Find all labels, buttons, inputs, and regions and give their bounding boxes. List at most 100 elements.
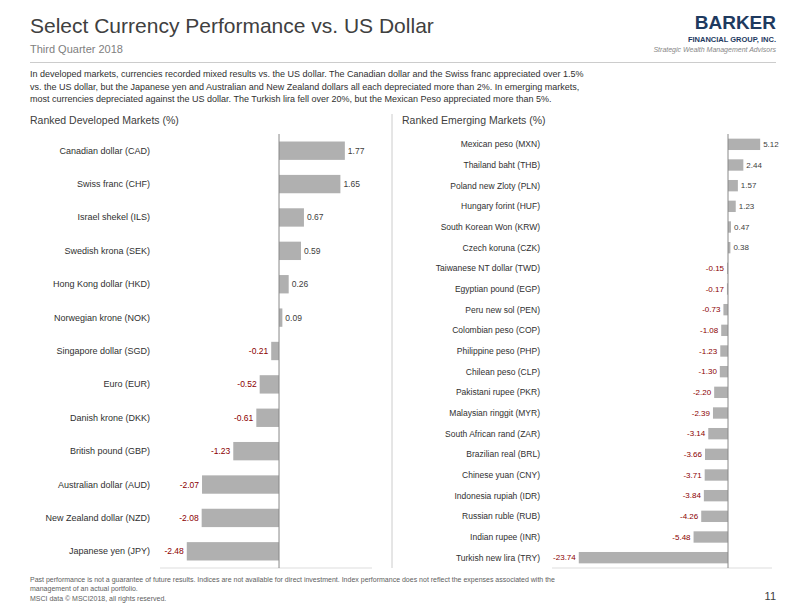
- title: Select Currency Performance vs. US Dolla…: [30, 14, 434, 38]
- category-label: Taiwanese NT dollar (TWD): [436, 263, 540, 273]
- bar: [714, 387, 728, 398]
- data-label: 0.38: [733, 243, 749, 252]
- bar: [260, 375, 279, 393]
- data-label: -1.23: [699, 347, 718, 356]
- data-label: 0.26: [292, 279, 309, 289]
- category-label: Swedish krona (SEK): [64, 246, 150, 256]
- charts: Ranked Developed Markets (%) Canadian dol…: [0, 112, 792, 572]
- category-label: Czech koruna (CZK): [463, 243, 541, 253]
- category-label: Hong Kong dollar (HKD): [53, 279, 150, 289]
- body-text: In developed markets, currencies recorde…: [30, 68, 770, 106]
- bar: [579, 552, 728, 563]
- bars: [187, 142, 345, 561]
- data-label: -3.66: [684, 450, 703, 459]
- logo-subtitle: FINANCIAL GROUP, INC.: [688, 35, 776, 44]
- data-label: 0.09: [285, 313, 302, 323]
- data-label: 1.77: [348, 146, 365, 156]
- page-number: 11: [765, 590, 776, 602]
- category-label: Norwegian krone (NOK): [54, 313, 150, 323]
- bar: [233, 442, 279, 460]
- data-label: -3.71: [683, 471, 702, 480]
- data-label: -0.61: [234, 413, 254, 423]
- divider: [392, 114, 393, 568]
- category-label: Peru new sol (PEN): [465, 305, 540, 315]
- category-label: Pakistani rupee (PKR): [456, 387, 540, 397]
- bar: [705, 449, 728, 460]
- category-label: South African rand (ZAR): [445, 429, 540, 439]
- data-label: -0.21: [249, 346, 269, 356]
- bar: [279, 308, 282, 326]
- chart-panel: Ranked Developed Markets (%) Canadian dol…: [30, 114, 372, 568]
- category-label: Indian rupee (INR): [470, 532, 540, 542]
- category-label: Euro (EUR): [103, 379, 150, 389]
- bar: [187, 542, 279, 560]
- category-label: Indonesia rupiah (IDR): [454, 491, 540, 501]
- category-label: Turkish new lira (TRY): [456, 553, 540, 563]
- data-label: 1.65: [343, 179, 360, 189]
- bar: [721, 325, 728, 336]
- category-label: Australian dollar (AUD): [58, 480, 150, 490]
- bar: [202, 509, 279, 527]
- data-label: -2.20: [693, 388, 712, 397]
- data-label: -0.52: [237, 379, 257, 389]
- bar: [723, 304, 728, 315]
- data-label: -2.07: [180, 480, 200, 490]
- bar: [705, 469, 728, 480]
- data-label: -1.08: [700, 326, 719, 335]
- category-label: Singapore dollar (SGD): [56, 346, 150, 356]
- data-label: 5.12: [763, 140, 779, 149]
- category-label: Danish krone (DKK): [70, 413, 150, 423]
- bar: [713, 407, 728, 418]
- category-label: South Korean Won (KRW): [441, 222, 541, 232]
- category-label: Israel shekel (ILS): [77, 212, 150, 222]
- category-label: Philippine peso (PHP): [457, 346, 540, 356]
- chart-title: Ranked Developed Markets (%): [30, 114, 179, 126]
- bar: [704, 490, 728, 501]
- data-label: -2.39: [692, 409, 711, 418]
- bar: [701, 511, 728, 522]
- chart-title: Ranked Emerging Markets (%): [402, 114, 546, 126]
- category-label: Chinese yuan (CNY): [462, 470, 540, 480]
- labels: Canadian dollar (CAD) 1.77 Swiss franc (CH…: [45, 146, 364, 557]
- category-label: Colombian peso (COP): [452, 325, 540, 335]
- data-label: -0.73: [702, 305, 721, 314]
- bar: [256, 409, 279, 427]
- logo-tagline: Strategic Wealth Management Advisors: [653, 46, 776, 53]
- category-label: Mexican peso (MXN): [461, 139, 541, 149]
- bar: [279, 208, 304, 226]
- bar: [728, 180, 738, 191]
- bar: [271, 342, 279, 360]
- footer-text: Past performance is not a guarantee of f…: [30, 575, 730, 603]
- data-label: -2.08: [179, 513, 199, 523]
- category-label: Poland new Zloty (PLN): [450, 181, 540, 191]
- category-label: Canadian dollar (CAD): [59, 146, 150, 156]
- category-label: Japanese yen (JPY): [69, 546, 150, 556]
- subtitle: Third Quarter 2018: [30, 43, 123, 55]
- category-label: Swiss franc (CHF): [77, 179, 150, 189]
- bars: [579, 139, 760, 564]
- data-label: 0.59: [304, 246, 321, 256]
- header-rule: [30, 62, 776, 63]
- bar: [708, 428, 728, 439]
- category-label: Egyptian pound (EGP): [455, 284, 540, 294]
- data-label: 0.47: [734, 223, 750, 232]
- category-label: Chilean peso (CLP): [466, 367, 540, 377]
- data-label: -1.30: [699, 367, 718, 376]
- data-label: 0.67: [307, 212, 324, 222]
- chart-panel: Ranked Emerging Markets (%) Mexican peso …: [402, 114, 779, 568]
- data-label: -1.23: [211, 446, 231, 456]
- category-label: Brazilian real (BRL): [466, 449, 540, 459]
- zero-line: [279, 134, 280, 568]
- x-axis-line: [552, 568, 772, 569]
- bar: [279, 242, 301, 260]
- data-label: -0.15: [706, 264, 725, 273]
- category-label: Hungary forint (HUF): [461, 201, 540, 211]
- category-label: British pound (GBP): [70, 446, 150, 456]
- category-label: Thailand baht (THB): [463, 160, 540, 170]
- data-label: 1.57: [741, 181, 757, 190]
- bar: [728, 139, 760, 150]
- bar: [694, 531, 728, 542]
- data-label: 2.44: [746, 161, 762, 170]
- logo-name: BARKER: [695, 12, 776, 34]
- x-axis-line: [160, 568, 372, 569]
